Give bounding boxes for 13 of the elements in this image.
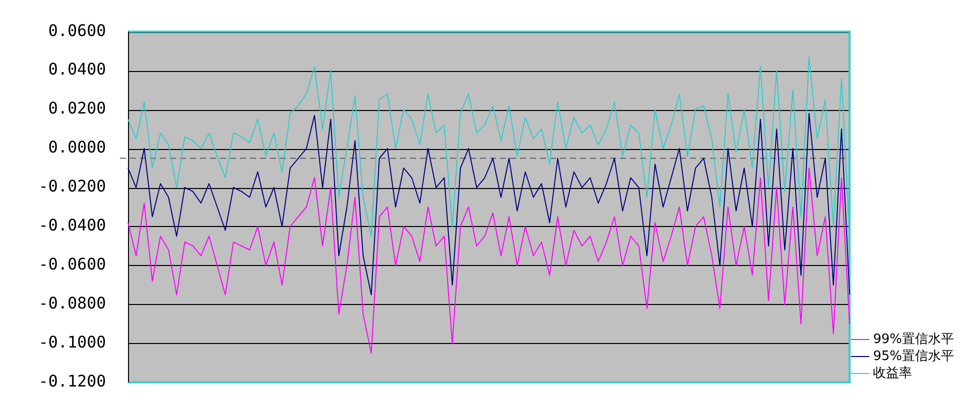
- y-tick-label: 0.0400: [48, 60, 106, 79]
- y-tick-label: 0.0200: [48, 98, 106, 118]
- y-tick-label: -0.0800: [38, 294, 106, 313]
- y-tick-label: 0.0000: [48, 138, 106, 157]
- y-tick-label: -0.0600: [38, 254, 106, 274]
- y-tick-label: 0.0600: [48, 20, 106, 40]
- y-tick-label: -0.0200: [38, 176, 106, 196]
- y-tick-label: -0.1000: [38, 332, 106, 352]
- legend-label: 收益率: [873, 364, 912, 381]
- legend-label: 99%置信水平: [873, 332, 954, 347]
- y-tick-label: -0.1200: [38, 372, 106, 391]
- y-tick-label: -0.0400: [38, 216, 106, 235]
- legend-label: 95%置信水平: [873, 348, 954, 364]
